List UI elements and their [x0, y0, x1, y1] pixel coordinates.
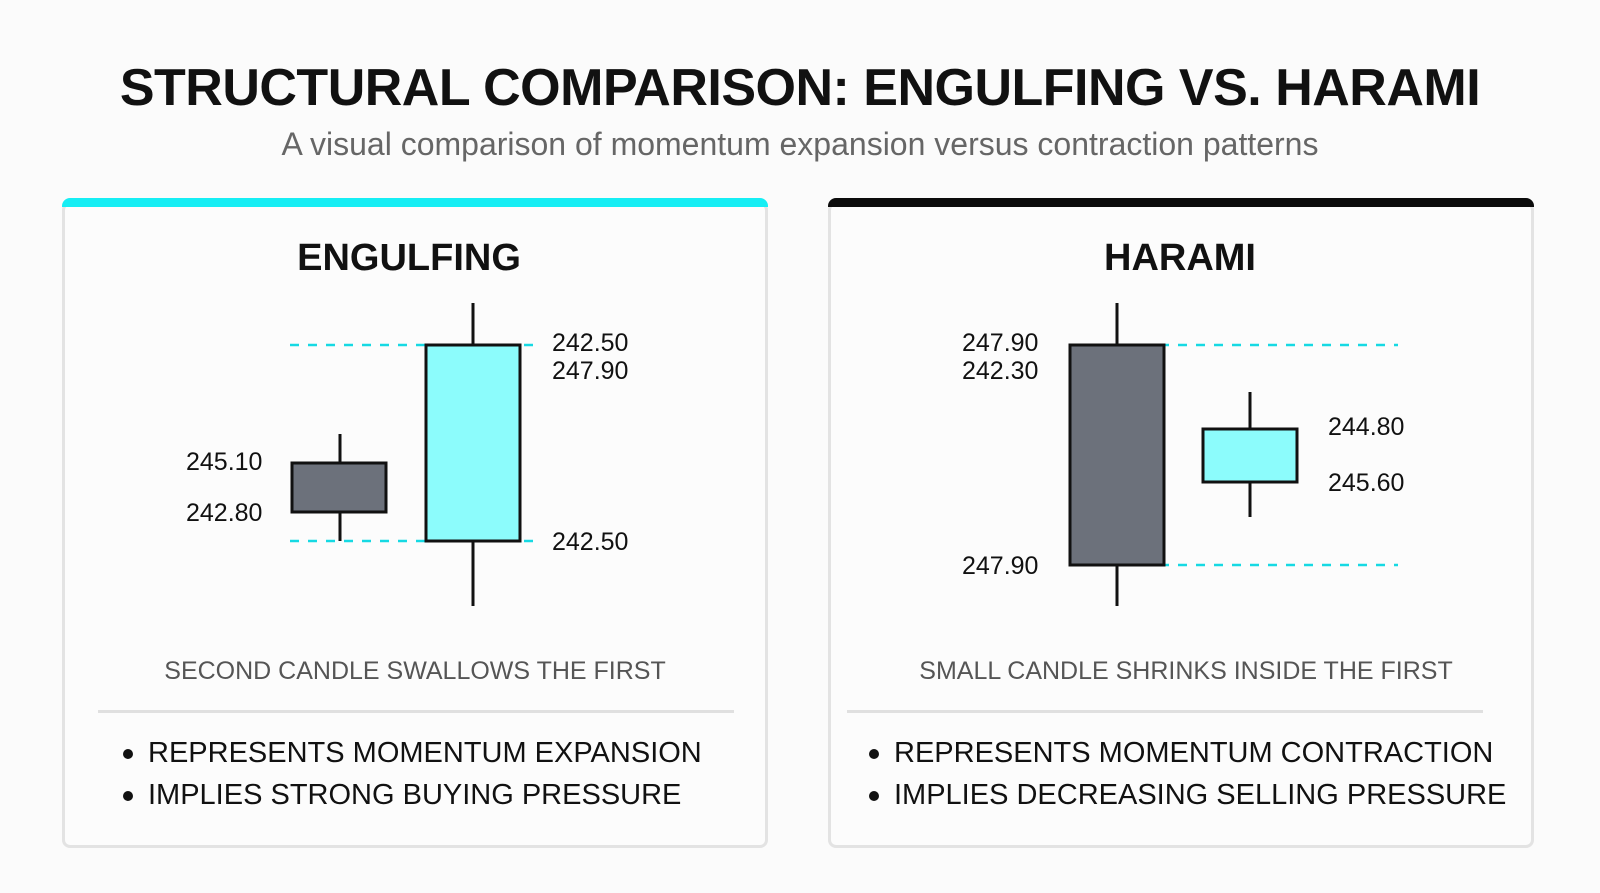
harami-caption: SMALL CANDLE SHRINKS INSIDE THE FIRST [919, 657, 1453, 685]
engulfing-label-big-top-1: 242.50 [552, 329, 628, 357]
list-item: IMPLIES DECREASING SELLING PRESSURE [866, 774, 1506, 816]
engulfing-panel: ENGULFING 245.10 242.80 242.50 247.90 24… [62, 198, 768, 848]
harami-bullet-list: REPRESENTS MOMENTUM CONTRACTION IMPLIES … [866, 732, 1506, 816]
page-subtitle: A visual comparison of momentum expansio… [281, 126, 1319, 162]
bullet-text: IMPLIES DECREASING SELLING PRESSURE [894, 779, 1507, 811]
harami-accent-bar [828, 198, 1534, 207]
bullet-text: IMPLIES STRONG BUYING PRESSURE [148, 779, 682, 811]
list-item: IMPLIES STRONG BUYING PRESSURE [120, 774, 702, 816]
bullet-text: REPRESENTS MOMENTUM CONTRACTION [894, 737, 1494, 769]
engulfing-large-bullish-candle [424, 303, 522, 606]
harami-panel: HARAMI 247.90 242.30 247.90 244.80 245.6… [828, 198, 1534, 848]
bullet-dot [869, 791, 879, 801]
engulfing-small-bearish-candle [290, 434, 388, 541]
list-item: REPRESENTS MOMENTUM CONTRACTION [866, 732, 1506, 774]
engulfing-caption: SECOND CANDLE SWALLOWS THE FIRST [164, 657, 666, 685]
harami-diagram: HARAMI 247.90 242.30 247.90 244.80 245.6… [962, 237, 1404, 606]
bullet-dot [123, 749, 133, 759]
harami-label-small-bottom: 245.60 [1328, 469, 1404, 497]
engulfing-label-small-bottom: 242.80 [186, 499, 262, 527]
harami-large-bearish-candle [1068, 303, 1166, 606]
engulfing-divider [98, 710, 734, 713]
harami-heading: HARAMI [1104, 237, 1256, 279]
harami-label-big-top-1: 247.90 [962, 329, 1038, 357]
list-item: REPRESENTS MOMENTUM EXPANSION [120, 732, 702, 774]
harami-label-big-top-2: 242.30 [962, 357, 1038, 385]
bullet-text: REPRESENTS MOMENTUM EXPANSION [148, 737, 702, 769]
bullet-dot [869, 749, 879, 759]
harami-small-bullish-candle [1201, 392, 1299, 517]
engulfing-accent-bar [62, 198, 768, 207]
engulfing-bullet-list: REPRESENTS MOMENTUM EXPANSION IMPLIES ST… [120, 732, 702, 816]
page-title: STRUCTURAL COMPARISON: ENGULFING VS. HAR… [119, 59, 1481, 117]
harami-label-big-bottom: 247.90 [962, 552, 1038, 580]
engulfing-label-big-bottom: 242.50 [552, 528, 628, 556]
engulfing-label-big-top-2: 247.90 [552, 357, 628, 385]
harami-divider [847, 710, 1483, 713]
bullet-dot [123, 791, 133, 801]
harami-label-small-top: 244.80 [1328, 413, 1404, 441]
engulfing-heading: ENGULFING [297, 237, 521, 279]
engulfing-label-small-top: 245.10 [186, 448, 262, 476]
engulfing-diagram: ENGULFING 245.10 242.80 242.50 247.90 24… [186, 237, 628, 606]
